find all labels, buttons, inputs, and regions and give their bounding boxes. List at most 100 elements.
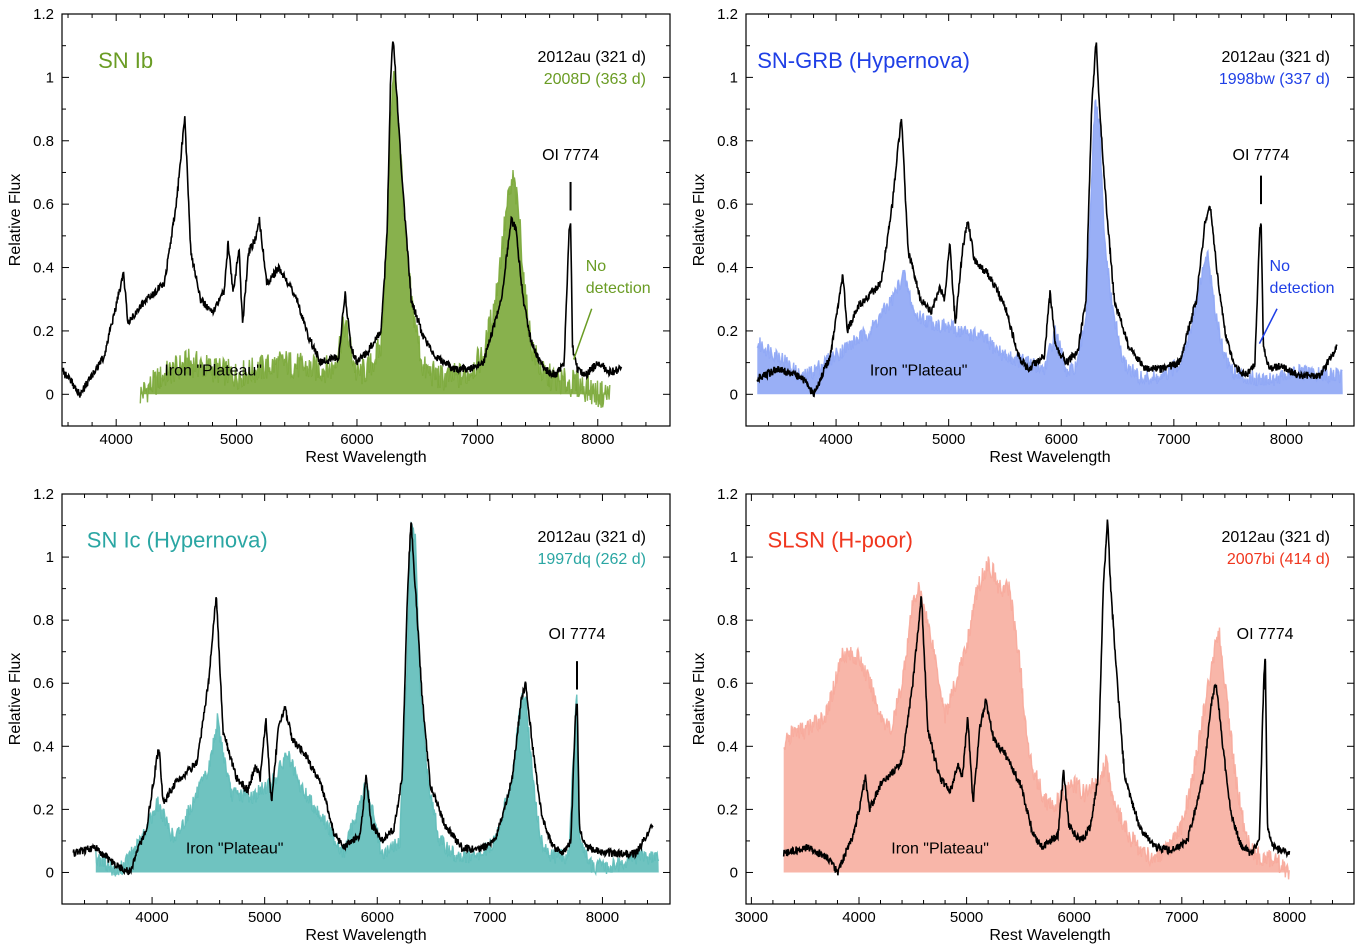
x-tick-label: 8000 (1273, 909, 1306, 926)
series-line-2007bi (783, 556, 1290, 880)
y-tick-label: 0.6 (717, 675, 738, 692)
legend: 2012au (321 d) 2007bi (414 d) (1221, 529, 1330, 568)
plateau-annotation: Iron "Plateau" (164, 362, 262, 379)
legend-entry-reference: 2012au (321 d) (1221, 49, 1330, 66)
x-tick-label: 6000 (1058, 909, 1091, 926)
x-tick-label: 8000 (581, 431, 614, 448)
y-tick-label: 1 (730, 549, 738, 566)
y-tick-label: 1.2 (33, 6, 54, 23)
legend-entry-reference: 2012au (321 d) (537, 49, 646, 66)
y-tick-label: 1 (730, 69, 738, 86)
y-tick-label: 1.2 (717, 6, 738, 23)
no-detection-label-line1: No (586, 258, 607, 275)
y-axis-label: Relative Flux (7, 174, 24, 266)
series-line-2008D (139, 70, 611, 408)
x-tick-label: 5000 (932, 431, 965, 448)
legend: 2012au (321 d) 2008D (363 d) (537, 49, 646, 88)
chart-title: SN Ib (98, 48, 153, 73)
y-tick-label: 0.4 (717, 738, 738, 755)
y-axis: 0 0.2 0.4 0.6 0.8 1 1.2 Relative Flux (691, 486, 1354, 905)
y-tick-label: 0 (730, 386, 738, 403)
x-tick-label: 6000 (361, 909, 394, 926)
legend-entry-comparison: 1998bw (337 d) (1219, 71, 1330, 88)
line-annotation-label: OI 7774 (549, 626, 606, 643)
legend-entry-comparison: 2008D (363 d) (544, 71, 646, 88)
y-tick-label: 0.2 (33, 323, 54, 340)
y-tick-label: 1 (46, 69, 54, 86)
x-tick-label: 7000 (461, 431, 494, 448)
y-tick-label: 0.4 (33, 260, 54, 277)
y-tick-label: 0.2 (717, 323, 738, 340)
plateau-annotation: Iron "Plateau" (186, 841, 284, 858)
plot-frame (745, 13, 1355, 427)
no-detection-pointer (572, 308, 593, 360)
y-axis-label: Relative Flux (691, 174, 708, 266)
chart-title: SLSN (H-poor) (768, 528, 913, 553)
y-tick-label: 0.8 (717, 612, 738, 629)
x-tick-label: 6000 (340, 431, 373, 448)
chart-title: SN-GRB (Hypernova) (757, 48, 970, 73)
x-tick-label: 7000 (1157, 431, 1190, 448)
x-tick-label: 8000 (1270, 431, 1303, 448)
y-tick-label: 0.8 (717, 133, 738, 150)
x-tick-label: 8000 (586, 909, 619, 926)
x-axis: 4000 5000 6000 7000 8000 Rest Wavelength (61, 494, 671, 944)
x-axis-label: Rest Wavelength (305, 927, 426, 944)
legend: 2012au (321 d) 1997dq (262 d) (537, 529, 646, 568)
y-tick-label: 0.8 (33, 133, 54, 150)
x-tick-label: 5000 (248, 909, 281, 926)
series-line-2012au (62, 41, 623, 398)
y-tick-label: 0.2 (717, 801, 738, 818)
series-line-2012au (756, 42, 1338, 398)
plot-area (72, 520, 660, 877)
y-tick-label: 0 (46, 864, 54, 881)
chart-panel-slsn: 3000 4000 5000 6000 7000 8000 Rest Wavelength 0… (691, 486, 1355, 944)
no-detection-pointer (1258, 308, 1278, 344)
y-tick-label: 0.4 (33, 738, 54, 755)
y-axis: 0 0.2 0.4 0.6 0.8 1 1.2 Relative Flux (7, 6, 670, 427)
legend-entry-comparison: 1997dq (262 d) (537, 551, 646, 568)
y-axis-label: Relative Flux (691, 653, 708, 745)
y-tick-label: 0.8 (33, 612, 54, 629)
y-tick-label: 1 (46, 549, 54, 566)
legend: 2012au (321 d) 1998bw (337 d) (1219, 49, 1330, 88)
line-annotation-label: OI 7774 (542, 147, 599, 164)
series-line-2012au (72, 522, 654, 876)
x-axis: 4000 5000 6000 7000 8000 Rest Wavelength (67, 14, 671, 466)
y-tick-label: 0.4 (717, 260, 738, 277)
series-area-1997dq (95, 523, 659, 877)
series-line-1998bw (756, 99, 1343, 387)
x-axis-label: Rest Wavelength (305, 449, 426, 466)
legend-entry-comparison: 2007bi (414 d) (1227, 551, 1330, 568)
series-area-1998bw (757, 99, 1343, 395)
y-axis: 0 0.2 0.4 0.6 0.8 1 1.2 Relative Flux (7, 486, 670, 905)
no-detection-label-line2: detection (1270, 280, 1335, 297)
x-tick-label: 3000 (735, 909, 768, 926)
x-tick-label: 4000 (99, 431, 132, 448)
x-tick-label: 5000 (950, 909, 983, 926)
y-tick-label: 0.6 (33, 675, 54, 692)
x-tick-label: 7000 (1165, 909, 1198, 926)
plot-frame (61, 493, 671, 905)
y-tick-label: 0 (46, 386, 54, 403)
plot-area (782, 519, 1291, 880)
y-axis: 0 0.2 0.4 0.6 0.8 1 1.2 Relative Flux (691, 6, 1354, 427)
y-tick-label: 1.2 (33, 486, 54, 503)
y-tick-label: 1.2 (717, 486, 738, 503)
no-detection-annotation: No detection (572, 258, 651, 360)
x-tick-label: 4000 (842, 909, 875, 926)
chart-title: SN Ic (Hypernova) (87, 528, 268, 553)
plot-area (756, 42, 1343, 398)
plateau-annotation: Iron "Plateau" (891, 841, 989, 858)
x-axis: 4000 5000 6000 7000 8000 Rest Wavelength (745, 14, 1355, 466)
series-area-2007bi (783, 556, 1290, 880)
legend-entry-reference: 2012au (321 d) (1221, 529, 1330, 546)
y-tick-label: 0 (730, 864, 738, 881)
x-tick-label: 4000 (135, 909, 168, 926)
y-axis-label: Relative Flux (7, 653, 24, 745)
no-detection-annotation: No detection (1258, 258, 1335, 344)
